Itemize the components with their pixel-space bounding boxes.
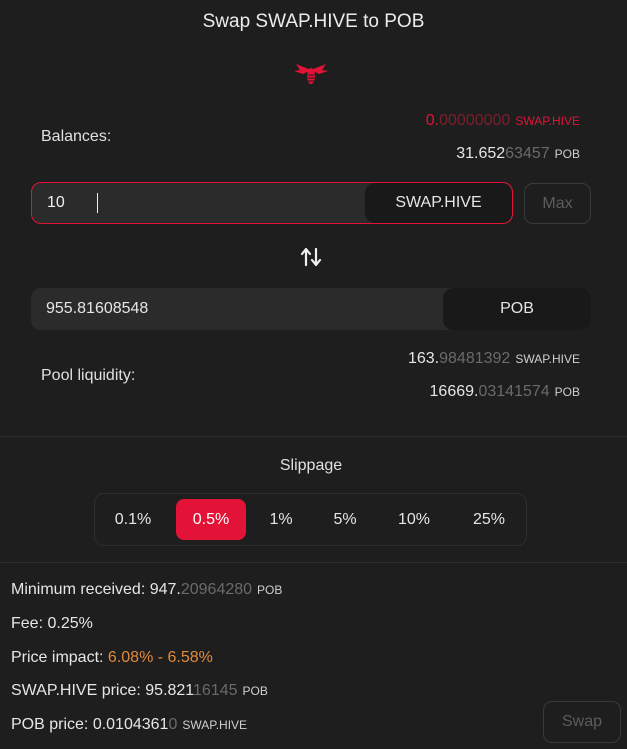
balance-from: 0.00000000 SWAP.HIVE: [426, 112, 580, 130]
divider: [0, 436, 627, 437]
text-caret: [97, 193, 98, 213]
slippage-title: Slippage: [279, 457, 343, 474]
balance-to-main: 31.652: [456, 145, 506, 162]
swap-arrows-icon[interactable]: [299, 246, 323, 268]
balances-label: Balances:: [41, 128, 112, 145]
pob-price-unit: SWAP.HIVE: [182, 718, 248, 732]
slippage-option-5[interactable]: 5%: [333, 511, 357, 528]
balance-to-unit: POB: [554, 147, 580, 161]
minimum-received-unit: POB: [257, 583, 283, 597]
pool-from: 163.98481392 SWAP.HIVE: [408, 350, 580, 368]
pob-price-main: 0.0104361: [92, 716, 169, 733]
to-token-button[interactable]: POB: [443, 288, 591, 330]
pool-from-dim: 98481392: [439, 350, 511, 367]
minimum-received-dim: 20964280: [180, 581, 253, 598]
minimum-received-main: 947.: [149, 581, 181, 598]
swap-hive-price: SWAP.HIVE price: 95.82116145 POB: [11, 682, 268, 700]
pob-price-dim: 0: [168, 716, 178, 733]
balance-to-dim: 63457: [505, 145, 550, 162]
pool-liquidity-label: Pool liquidity:: [41, 367, 136, 384]
minimum-received: Minimum received: 947.20964280 POB: [11, 581, 282, 599]
swap-hive-price-unit: POB: [242, 684, 268, 698]
price-impact-value: 6.08% - 6.58%: [107, 649, 213, 666]
balance-from-main: 0.: [425, 112, 440, 129]
pool-from-unit: SWAP.HIVE: [515, 352, 580, 366]
slippage-option-25[interactable]: 25%: [472, 511, 506, 528]
swap-hive-price-label: SWAP.HIVE price:: [11, 682, 146, 699]
fee: Fee: 0.25%: [11, 615, 93, 633]
output-field: 955.81608548 POB: [31, 288, 591, 330]
pool-from-main: 163.: [407, 350, 440, 367]
balance-from-dim: 00000000: [439, 112, 511, 129]
max-button[interactable]: Max: [524, 183, 591, 224]
pool-to-dim: 03141574: [478, 383, 550, 400]
balance-to: 31.65263457 POB: [456, 145, 580, 163]
swap-button[interactable]: Swap: [543, 701, 621, 743]
price-impact-label: Price impact:: [11, 649, 108, 666]
swap-hive-price-main: 95.821: [145, 682, 194, 699]
pob-price: POB price: 0.01043610 SWAP.HIVE: [11, 716, 247, 734]
amount-field[interactable]: SWAP.HIVE: [31, 182, 513, 224]
fee-value: 0.25%: [47, 615, 93, 632]
balance-from-unit: SWAP.HIVE: [515, 114, 580, 128]
slippage-option-0-1[interactable]: 0.1%: [114, 511, 152, 528]
divider: [0, 562, 627, 563]
price-impact: Price impact: 6.08% - 6.58%: [11, 649, 213, 667]
slippage-option-0-5[interactable]: 0.5%: [176, 499, 246, 540]
bee-logo-icon: [294, 64, 328, 84]
page-title: Swap SWAP.HIVE to POB: [202, 11, 425, 32]
slippage-option-1[interactable]: 1%: [269, 511, 293, 528]
swap-hive-price-dim: 16145: [193, 682, 238, 699]
fee-label: Fee:: [11, 615, 48, 632]
pob-price-label: POB price:: [11, 716, 93, 733]
from-token-button[interactable]: SWAP.HIVE: [365, 183, 512, 223]
output-amount: 955.81608548: [46, 300, 149, 317]
pool-to-unit: POB: [554, 385, 580, 399]
slippage-option-10[interactable]: 10%: [397, 511, 431, 528]
pool-to: 16669.03141574 POB: [430, 383, 580, 401]
minimum-received-label: Minimum received:: [11, 581, 150, 598]
slippage-options: 0.1% 0.5% 1% 5% 10% 25%: [94, 493, 527, 546]
pool-to-main: 16669.: [429, 383, 479, 400]
amount-input[interactable]: [32, 183, 366, 223]
